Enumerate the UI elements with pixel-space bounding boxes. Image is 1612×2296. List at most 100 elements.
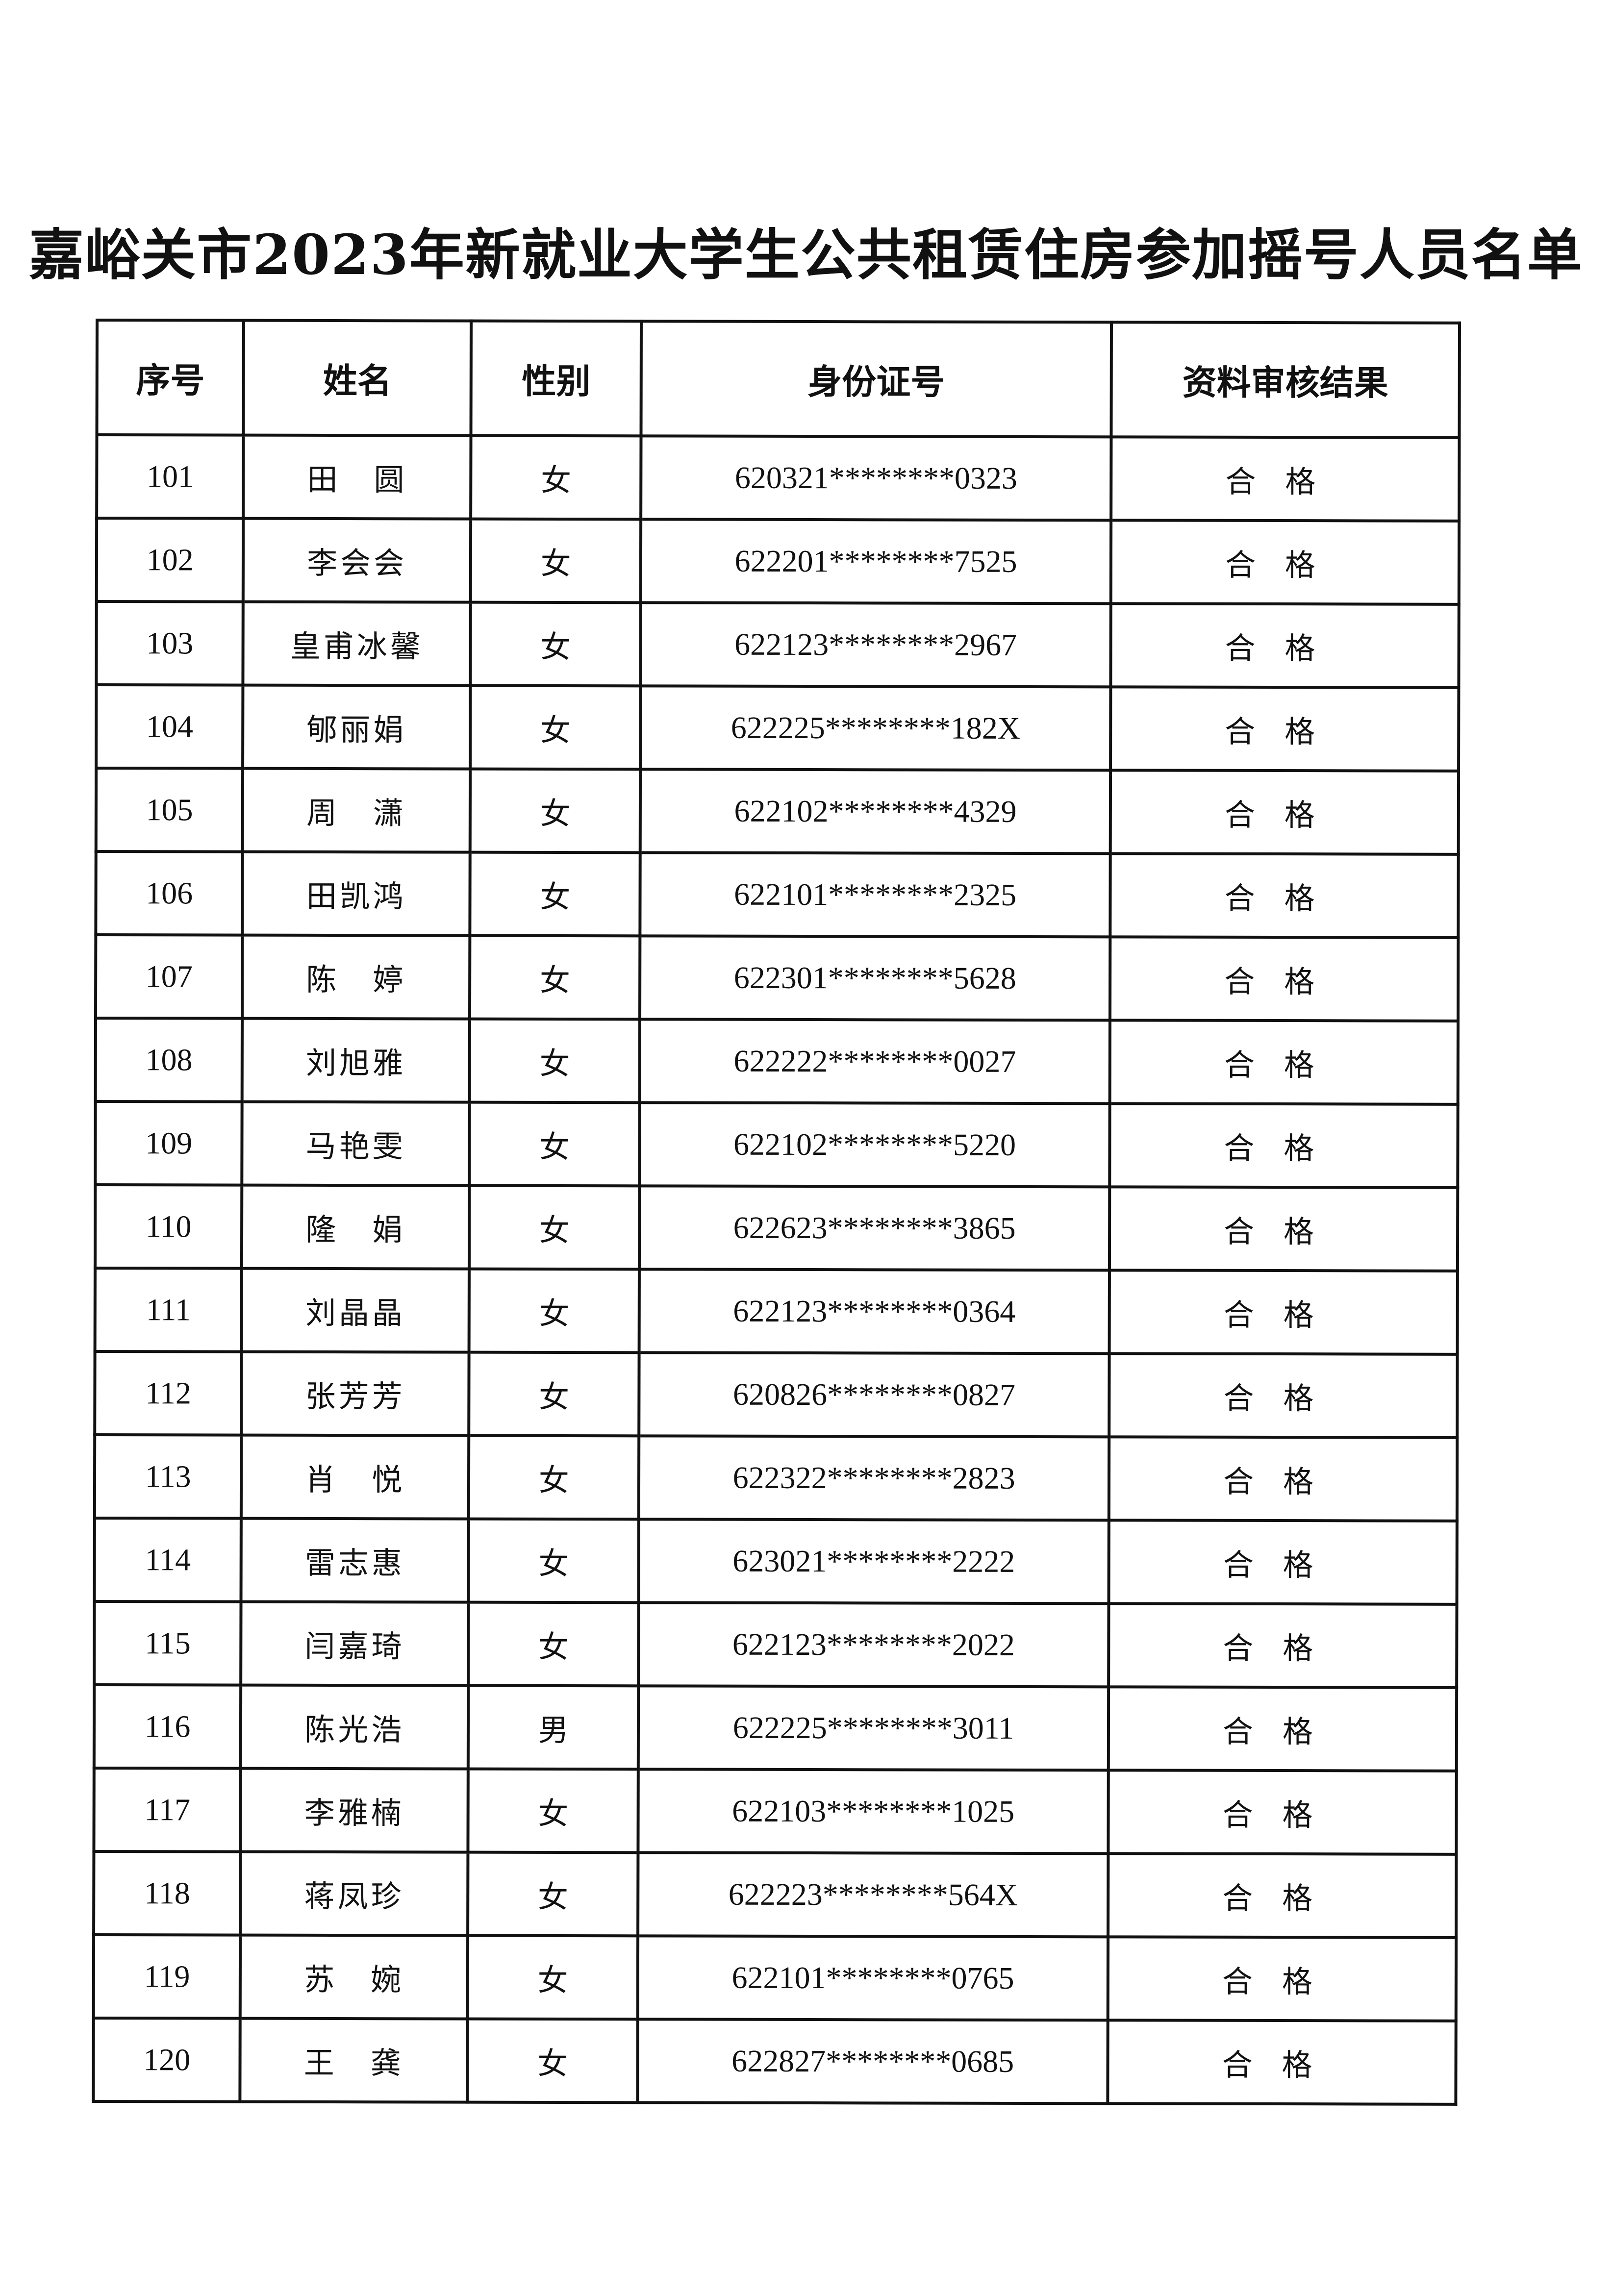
review-result-cell: 合格 [1108, 1853, 1457, 1938]
gender-cell: 女 [470, 519, 641, 603]
id-number-cell: 622102********5220 [639, 1102, 1110, 1187]
table-row: 107 陈 婷女 622301********5628 合格 [96, 935, 1459, 1021]
table-row: 115 闫嘉琦女 622123********2022 合格 [94, 1601, 1457, 1688]
name-cell: 雷志惠 [241, 1518, 469, 1602]
serial-cell: 108 [95, 1018, 243, 1102]
gender-cell: 女 [470, 685, 641, 770]
table-row: 117 李雅楠女 622103********1025 合格 [94, 1768, 1457, 1854]
table-row: 118 蒋凤珍女 622223********564X 合格 [94, 1851, 1457, 1938]
id-number-cell: 622225********3011 [638, 1686, 1109, 1771]
header-id-number: 身份证号 [641, 321, 1111, 437]
gender-cell: 女 [468, 1519, 639, 1603]
id-number-cell: 622222********0027 [639, 1019, 1110, 1104]
id-number-cell: 622123********0364 [639, 1269, 1109, 1354]
table-row: 101 田 圆女 620321********0323 合格 [97, 435, 1460, 521]
name-cell: 刘旭雅 [242, 1018, 470, 1102]
serial-cell: 107 [96, 935, 243, 1019]
gender-cell: 女 [467, 1935, 638, 2020]
review-result-cell: 合格 [1108, 2020, 1456, 2104]
table-row: 105 周 潇女 622102********4329 合格 [96, 768, 1459, 854]
name-cell: 田凯鸿 [242, 851, 470, 936]
id-number-cell: 622201********7525 [641, 519, 1111, 604]
table-row: 116 陈光浩男 622225********3011 合格 [94, 1685, 1457, 1771]
table-row: 113 肖 悦女 622322********2823 合格 [94, 1435, 1458, 1521]
gender-cell: 女 [470, 769, 641, 853]
id-number-cell: 622123********2022 [638, 1602, 1109, 1687]
serial-cell: 103 [96, 601, 244, 685]
id-number-cell: 622102********4329 [640, 769, 1111, 854]
serial-cell: 116 [94, 1685, 241, 1769]
gender-cell: 女 [470, 602, 641, 686]
page-title: 嘉峪关市2023年新就业大学生公共租赁住房参加摇号人员名单 [29, 223, 1583, 287]
gender-cell: 女 [467, 2019, 638, 2103]
serial-cell: 109 [95, 1101, 242, 1185]
gender-cell: 女 [469, 1102, 640, 1186]
review-result-cell: 合格 [1110, 770, 1459, 854]
id-number-cell: 622123********2967 [640, 602, 1111, 687]
serial-cell: 101 [97, 435, 244, 519]
review-result-cell: 合格 [1108, 1937, 1457, 2021]
review-result-cell: 合格 [1108, 1437, 1458, 1521]
table-row: 120 王 龚女 622827********0685 合格 [93, 2018, 1456, 2104]
gender-cell: 女 [468, 1769, 639, 1853]
table-row: 108 刘旭雅女 622222********0027 合格 [95, 1018, 1459, 1104]
review-result-cell: 合格 [1110, 853, 1459, 938]
serial-cell: 111 [95, 1268, 242, 1352]
table-row: 104 郇丽娟女 622225********182X 合格 [96, 685, 1459, 771]
table-row: 110 隆 娟女 622623********3865 合格 [95, 1185, 1458, 1271]
review-result-cell: 合格 [1110, 520, 1460, 604]
serial-cell: 113 [94, 1435, 242, 1519]
serial-cell: 105 [96, 768, 243, 852]
gender-cell: 女 [468, 1852, 638, 1936]
id-number-cell: 622827********0685 [637, 2019, 1108, 2104]
review-result-cell: 合格 [1109, 1187, 1458, 1271]
name-cell: 郇丽娟 [243, 685, 471, 769]
serial-cell: 112 [95, 1351, 242, 1435]
review-result-cell: 合格 [1108, 1770, 1457, 1854]
serial-cell: 118 [94, 1851, 241, 1935]
name-cell: 隆 娟 [242, 1185, 470, 1269]
table-row: 114 雷志惠女 623021********2222 合格 [94, 1518, 1457, 1604]
review-result-cell: 合格 [1109, 1270, 1458, 1354]
name-cell: 闫嘉琦 [241, 1601, 469, 1686]
id-number-cell: 622322********2823 [639, 1436, 1109, 1521]
name-cell: 马艳雯 [242, 1101, 470, 1186]
gender-cell: 女 [469, 1185, 640, 1270]
review-result-cell: 合格 [1110, 603, 1459, 688]
header-gender: 性别 [471, 321, 642, 436]
serial-cell: 106 [96, 851, 243, 935]
serial-cell: 104 [96, 685, 243, 769]
gender-cell: 女 [471, 435, 641, 520]
name-cell: 苏 婉 [240, 1935, 468, 2019]
review-result-cell: 合格 [1108, 1520, 1457, 1604]
name-cell: 周 潇 [243, 768, 471, 852]
gender-cell: 女 [469, 1352, 639, 1436]
id-number-cell: 622225********182X [640, 686, 1111, 771]
id-number-cell: 622623********3865 [639, 1186, 1110, 1271]
serial-cell: 120 [93, 2018, 241, 2102]
id-number-cell: 623021********2222 [638, 1519, 1109, 1604]
review-result-cell: 合格 [1109, 1020, 1459, 1104]
header-serial: 序号 [97, 320, 244, 435]
gender-cell: 女 [469, 1269, 640, 1353]
table-row: 102 李会会女 622201********7525 合格 [96, 518, 1460, 604]
table-row: 109 马艳雯女 622102********5220 合格 [95, 1101, 1458, 1188]
name-cell: 李会会 [243, 518, 471, 602]
id-number-cell: 622101********2325 [640, 852, 1110, 937]
gender-cell: 女 [468, 1602, 639, 1686]
gender-cell: 女 [470, 935, 640, 1020]
name-cell: 陈 婷 [242, 935, 470, 1019]
name-cell: 张芳芳 [241, 1351, 469, 1436]
id-number-cell: 622103********1025 [638, 1769, 1108, 1854]
id-number-cell: 620826********0827 [639, 1352, 1109, 1437]
name-cell: 皇甫冰馨 [243, 601, 471, 686]
applicant-table: 序号 姓名 性别 身份证号 资料审核结果 101 田 圆女 620321******… [92, 319, 1461, 2106]
serial-cell: 102 [96, 518, 244, 602]
header-name: 姓名 [243, 320, 472, 436]
name-cell: 陈光浩 [241, 1685, 469, 1769]
table-row: 103 皇甫冰馨女 622123********2967 合格 [96, 601, 1459, 688]
review-result-cell: 合格 [1109, 937, 1459, 1021]
gender-cell: 女 [469, 1019, 640, 1103]
review-result-cell: 合格 [1110, 687, 1459, 771]
table-row: 112 张芳芳女 620826********0827 合格 [95, 1351, 1458, 1438]
